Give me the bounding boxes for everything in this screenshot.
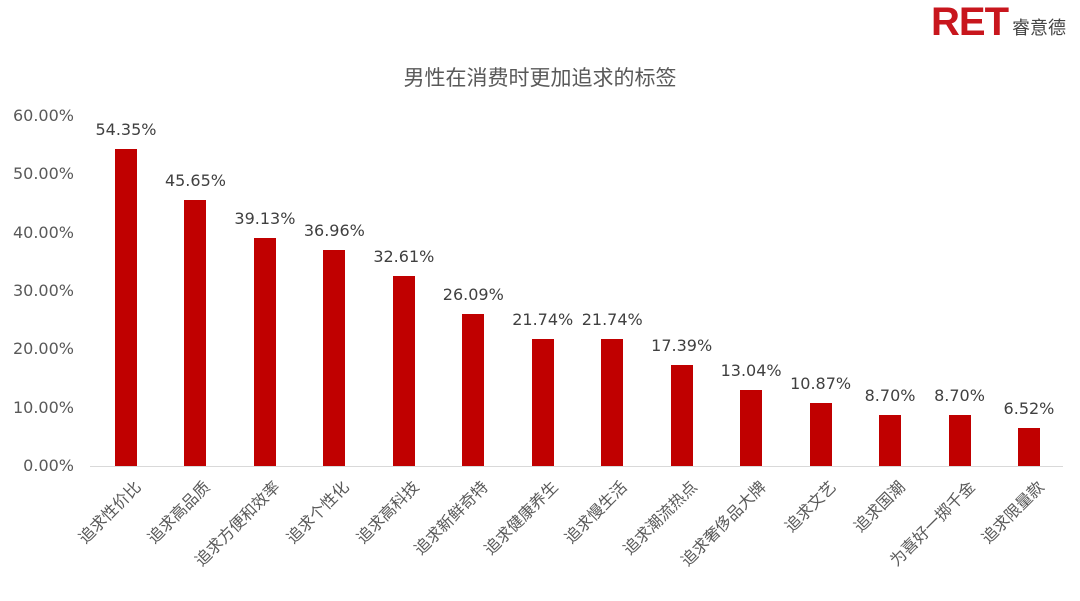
x-tick-label: 追求个性化 [283, 477, 354, 548]
bar [740, 389, 763, 466]
data-label: 54.35% [95, 119, 157, 139]
data-label: 39.13% [234, 208, 296, 228]
x-axis-line [90, 466, 1063, 467]
bar [253, 237, 276, 466]
bar [948, 415, 971, 466]
y-tick-label: 20.00% [12, 339, 74, 359]
data-label: 45.65% [164, 170, 226, 190]
x-tick-label: 追求限量款 [977, 477, 1048, 548]
data-label: 13.04% [720, 360, 782, 380]
bar [531, 339, 554, 466]
data-label: 17.39% [651, 335, 713, 355]
y-tick-label: 30.00% [12, 281, 74, 300]
bar [184, 199, 207, 466]
y-tick-label: 10.00% [12, 397, 74, 417]
y-tick-label: 50.00% [12, 164, 74, 184]
y-tick-label: 40.00% [12, 222, 74, 242]
bar [323, 250, 346, 466]
x-tick-label: 追求健康养生 [480, 477, 562, 559]
x-tick-label: 追求高科技 [352, 477, 423, 548]
data-label: 10.87% [790, 373, 852, 393]
data-label: 21.74% [512, 310, 574, 330]
bar [392, 275, 415, 466]
bar [1017, 427, 1040, 466]
y-tick-label: 0.00% [23, 456, 74, 475]
logo-mark: RET [931, 0, 1009, 44]
data-label: 26.09% [442, 284, 504, 304]
bar [670, 364, 693, 466]
bar [115, 148, 137, 466]
logo-text: 睿意德 [1012, 18, 1066, 39]
x-tick-label: 追求高品质 [144, 477, 215, 548]
bar [601, 339, 624, 466]
chart-title: 男性在消费时更加追求的标签 [403, 66, 677, 90]
data-label: 6.52% [1003, 398, 1055, 418]
x-tick-label: 追求新鲜奇特 [410, 477, 493, 559]
bar [809, 402, 832, 466]
x-tick-label: 追求文艺 [780, 477, 840, 536]
data-label: 32.61% [373, 246, 435, 266]
brand-logo: RET 睿意德 [931, 2, 1066, 42]
data-label: 36.96% [303, 221, 365, 241]
data-label: 8.70% [934, 386, 985, 406]
data-label: 8.70% [864, 386, 916, 406]
data-label: 21.74% [581, 310, 643, 330]
x-tick-label: 追求性价比 [74, 477, 145, 548]
y-tick-label: 60.00% [12, 106, 74, 125]
bar [462, 313, 485, 466]
x-tick-label: 追求国潮 [850, 477, 909, 536]
bar [879, 415, 902, 466]
x-tick-label: 追求慢生活 [560, 477, 631, 548]
